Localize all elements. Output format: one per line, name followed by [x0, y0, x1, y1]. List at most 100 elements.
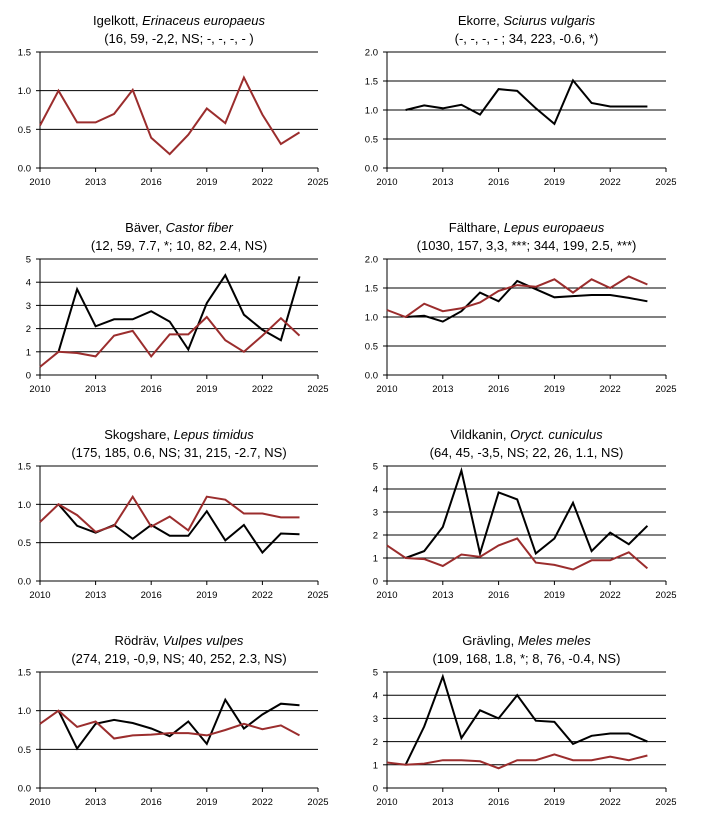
y-tick-label: 5	[26, 255, 31, 266]
title-common: Skogshare,	[104, 427, 173, 442]
x-tick-label: 2025	[307, 797, 328, 808]
x-tick-label: 2025	[655, 177, 676, 188]
x-tick-label: 2016	[488, 384, 509, 395]
x-tick-label: 2016	[141, 177, 162, 188]
chart-panel-5: Skogshare, Lepus timidus (175, 185, 0.6, …	[18, 427, 329, 601]
y-tick-label: 1.5	[365, 284, 378, 295]
y-tick-label: 0.0	[365, 371, 378, 382]
title-common: Rödräv,	[115, 633, 163, 648]
title-latin: Meles meles	[518, 633, 591, 648]
chart-panel-4: Fälthare, Lepus europaeus (1030, 157, 3,3…	[365, 220, 677, 395]
chart-panel-8: Grävling, Meles meles (109, 168, 1.8, *; …	[373, 633, 677, 808]
title-latin: Oryct. cuniculus	[510, 427, 603, 442]
y-tick-label: 2	[26, 324, 31, 335]
title-latin: Erinaceus europaeus	[142, 13, 265, 28]
chart-subtitle: (16, 59, -2,2, NS; -, -, -, - )	[104, 31, 254, 46]
title-common: Grävling,	[462, 633, 518, 648]
chart-panel-6: Vildkanin, Oryct. cuniculus (64, 45, -3,5…	[373, 427, 677, 601]
x-tick-label: 2010	[376, 384, 397, 395]
y-tick-label: 2.0	[365, 255, 378, 266]
x-tick-label: 2010	[29, 590, 50, 601]
chart-panel-1: Igelkott, Erinaceus europaeus (16, 59, -2…	[18, 13, 329, 188]
x-tick-label: 2013	[432, 797, 453, 808]
y-tick-label: 0.0	[18, 784, 31, 795]
x-tick-label: 2013	[432, 590, 453, 601]
chart-subtitle: (12, 59, 7.7, *; 10, 82, 2.4, NS)	[91, 238, 267, 253]
chart-title: Skogshare, Lepus timidus	[104, 427, 254, 442]
chart-title: Rödräv, Vulpes vulpes	[115, 633, 244, 648]
y-tick-label: 3	[373, 508, 378, 519]
x-tick-label: 2019	[544, 384, 565, 395]
x-tick-label: 2016	[488, 797, 509, 808]
chart-title: Vildkanin, Oryct. cuniculus	[450, 427, 603, 442]
series-line-black	[405, 78, 648, 126]
y-tick-label: 1.0	[18, 86, 31, 97]
x-tick-label: 2013	[432, 384, 453, 395]
series-line-black	[57, 273, 301, 353]
chart-panel-2: Ekorre, Sciurus vulgaris (-, -, -, - ; 34…	[365, 13, 677, 188]
title-common: Bäver,	[125, 220, 165, 235]
x-tick-label: 2016	[488, 590, 509, 601]
series-line-black	[57, 697, 300, 751]
title-latin: Sciurus vulgaris	[503, 13, 595, 28]
x-tick-label: 2022	[252, 590, 273, 601]
x-tick-label: 2016	[141, 384, 162, 395]
x-tick-label: 2016	[141, 590, 162, 601]
x-tick-label: 2019	[544, 177, 565, 188]
y-tick-label: 2	[373, 737, 378, 748]
chart-title: Igelkott, Erinaceus europaeus	[93, 13, 265, 28]
series-line-red	[39, 315, 301, 368]
x-tick-label: 2010	[376, 797, 397, 808]
x-tick-label: 2019	[196, 797, 217, 808]
series-line-red	[39, 709, 300, 740]
y-tick-label: 4	[26, 278, 31, 289]
chart-title: Grävling, Meles meles	[462, 633, 591, 648]
chart-title: Ekorre, Sciurus vulgaris	[458, 13, 596, 28]
title-common: Fälthare,	[449, 220, 504, 235]
x-tick-label: 2010	[376, 177, 397, 188]
chart-panel-3: Bäver, Castor fiber (12, 59, 7.7, *; 10, …	[26, 220, 329, 395]
y-tick-label: 5	[373, 668, 378, 679]
chart-subtitle: (1030, 157, 3,3, ***; 344, 199, 2.5, ***…	[417, 238, 637, 253]
x-tick-label: 2025	[307, 177, 328, 188]
x-tick-label: 2019	[196, 590, 217, 601]
y-tick-label: 2.0	[365, 48, 378, 59]
x-tick-label: 2022	[600, 177, 621, 188]
y-tick-label: 0	[373, 784, 378, 795]
y-tick-label: 1.0	[18, 500, 31, 511]
x-tick-label: 2025	[307, 590, 328, 601]
x-tick-label: 2019	[544, 590, 565, 601]
y-tick-label: 1	[373, 554, 378, 565]
series-line-red	[386, 753, 648, 770]
chart-title: Fälthare, Lepus europaeus	[449, 220, 605, 235]
y-tick-label: 0.5	[18, 538, 31, 549]
y-tick-label: 0.5	[18, 125, 31, 136]
y-tick-label: 1	[373, 760, 378, 771]
x-tick-label: 2022	[252, 797, 273, 808]
x-tick-label: 2022	[600, 384, 621, 395]
chart-subtitle: (175, 185, 0.6, NS; 31, 215, -2.7, NS)	[71, 445, 286, 460]
y-tick-label: 1.0	[365, 313, 378, 324]
y-tick-label: 0.0	[18, 577, 31, 588]
x-tick-label: 2013	[432, 177, 453, 188]
y-tick-label: 0.5	[365, 135, 378, 146]
x-tick-label: 2019	[544, 797, 565, 808]
chart-subtitle: (64, 45, -3,5, NS; 22, 26, 1.1, NS)	[430, 445, 624, 460]
title-latin: Vulpes vulpes	[163, 633, 244, 648]
y-tick-label: 1.5	[18, 462, 31, 473]
y-tick-label: 0	[26, 371, 31, 382]
chart-panel-7: Rödräv, Vulpes vulpes (274, 219, -0,9, NS…	[18, 633, 329, 808]
title-common: Ekorre,	[458, 13, 504, 28]
y-tick-label: 0.0	[365, 164, 378, 175]
y-tick-label: 1.0	[365, 106, 378, 117]
series-line-black	[57, 503, 300, 555]
x-tick-label: 2016	[488, 177, 509, 188]
chart-subtitle: (109, 168, 1.8, *; 8, 76, -0.4, NS)	[433, 651, 621, 666]
y-tick-label: 4	[373, 691, 378, 702]
x-tick-label: 2025	[307, 384, 328, 395]
chart-title: Bäver, Castor fiber	[125, 220, 233, 235]
y-tick-label: 1.5	[18, 668, 31, 679]
x-tick-label: 2025	[655, 384, 676, 395]
series-line-black	[405, 466, 649, 559]
x-tick-label: 2016	[141, 797, 162, 808]
